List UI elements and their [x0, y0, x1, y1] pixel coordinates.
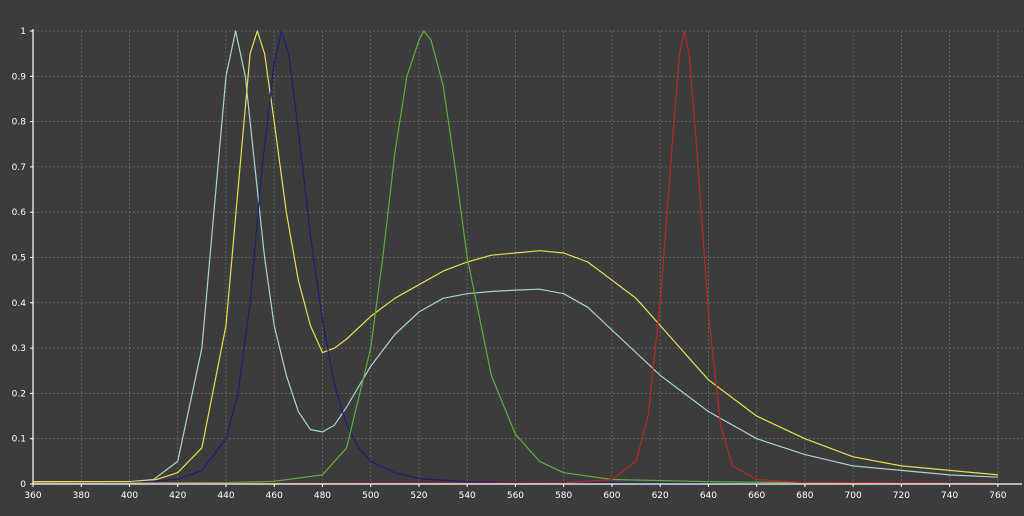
x-tick-label: 440: [217, 491, 234, 501]
x-tick-label: 640: [700, 491, 717, 501]
y-tick-label: 1: [20, 27, 26, 37]
series-line-0: [33, 30, 998, 483]
x-tick-label: 480: [314, 491, 331, 501]
y-tick-label: 0.2: [12, 389, 26, 399]
series-line-4: [32, 30, 998, 485]
series-layer: [32, 30, 998, 485]
x-tick-label: 720: [893, 491, 910, 501]
y-tick-label: 0.9: [12, 72, 27, 82]
axis-layer: [30, 29, 1022, 487]
x-tick-label: 620: [652, 491, 669, 501]
y-tick-labels: 0 0.1 0.2 0.3 0.4 0.5 0.6 0.7 0.8 0.9 1: [12, 27, 27, 490]
x-tick-label: 380: [73, 491, 90, 501]
y-tick-label: 0.3: [12, 344, 26, 354]
x-tick-label: 540: [459, 491, 476, 501]
y-tick-label: 0.5: [12, 254, 26, 264]
x-tick-label: 740: [941, 491, 958, 501]
y-tick-label: 0.1: [12, 435, 26, 445]
y-tick-label: 0.4: [12, 299, 27, 309]
y-tick-label: 0.6: [12, 208, 27, 218]
x-tick-label: 560: [507, 491, 524, 501]
x-tick-label: 460: [266, 491, 283, 501]
grid-layer: [32, 30, 1022, 485]
y-tick-label: 0.7: [12, 163, 26, 173]
y-tick-label: 0.8: [12, 118, 27, 128]
x-tick-label: 660: [748, 491, 765, 501]
x-tick-label: 520: [410, 491, 427, 501]
x-tick-label: 680: [796, 491, 813, 501]
series-line-3: [32, 30, 998, 485]
x-tick-label: 360: [24, 491, 41, 501]
series-line-2: [32, 30, 998, 485]
x-tick-label: 420: [169, 491, 186, 501]
x-tick-label: 700: [845, 491, 862, 501]
y-tick-label: 0: [20, 480, 26, 490]
series-line-1: [33, 30, 998, 483]
x-tick-label: 500: [362, 491, 379, 501]
x-tick-label: 580: [555, 491, 572, 501]
x-tick-labels: 360 380 400 420 440 460 480 500 520 540 560 580 600 6…: [24, 491, 1006, 501]
x-tick-label: 760: [989, 491, 1006, 501]
x-tick-label: 600: [603, 491, 620, 501]
x-tick-label: 400: [121, 491, 138, 501]
